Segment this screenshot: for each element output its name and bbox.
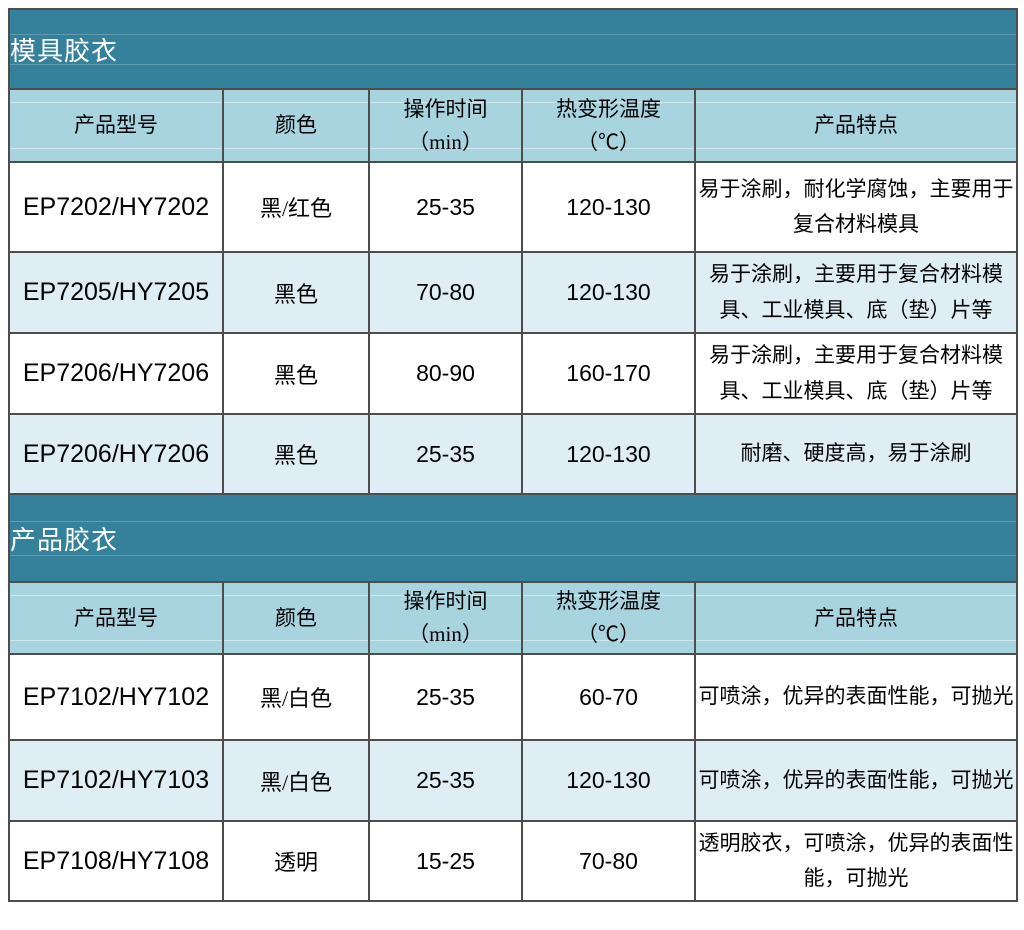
cell-heat-deflection-temp: 120-130: [521, 739, 696, 822]
cell-product-features: 可喷涂，优异的表面性能，可抛光: [694, 653, 1018, 741]
col-header-color: 颜色: [222, 581, 370, 655]
col-header-product-features: 产品特点: [694, 581, 1018, 655]
cell-product-model: EP7102/HY7103: [8, 739, 224, 822]
cell-product-model: EP7102/HY7102: [8, 653, 224, 741]
cell-color: 透明: [222, 820, 370, 902]
cell-color: 黑色: [222, 251, 370, 334]
cell-operating-time: 25-35: [368, 161, 523, 253]
table-row: EP7202/HY7202 黑/红色 25-35 120-130 易于涂刷，耐化…: [8, 161, 1018, 253]
col-header-heat-deflection-temp: 热变形温度 （℃）: [521, 88, 696, 163]
cell-heat-deflection-temp: 120-130: [521, 161, 696, 253]
col-header-product-features: 产品特点: [694, 88, 1018, 163]
section-title-mold-gelcoat: 模具胶衣: [8, 8, 1018, 90]
table-row: EP7102/HY7102 黑/白色 25-35 60-70 可喷涂，优异的表面…: [8, 653, 1018, 741]
col-header-color: 颜色: [222, 88, 370, 163]
col-header-operating-time: 操作时间 （min）: [368, 88, 523, 163]
cell-heat-deflection-temp: 60-70: [521, 653, 696, 741]
cell-heat-deflection-temp: 120-130: [521, 251, 696, 334]
table-header-row: 产品型号 颜色 操作时间 （min） 热变形温度 （℃） 产品特点: [8, 581, 1018, 655]
cell-product-model: EP7108/HY7108: [8, 820, 224, 902]
cell-color: 黑色: [222, 332, 370, 415]
cell-product-features: 可喷涂，优异的表面性能，可抛光: [694, 739, 1018, 822]
cell-color: 黑色: [222, 413, 370, 495]
cell-product-model: EP7206/HY7206: [8, 413, 224, 495]
cell-product-features: 易于涂刷，耐化学腐蚀，主要用于复合材料模具: [694, 161, 1018, 253]
cell-heat-deflection-temp: 70-80: [521, 820, 696, 902]
col-header-heat-deflection-temp: 热变形温度 （℃）: [521, 581, 696, 655]
cell-product-model: EP7202/HY7202: [8, 161, 224, 253]
gelcoat-spec-table: 模具胶衣 产品型号 颜色 操作时间 （min） 热变形温度 （℃） 产品特点 E…: [8, 8, 1018, 902]
col-header-product-model: 产品型号: [8, 581, 224, 655]
cell-product-features: 易于涂刷，主要用于复合材料模具、工业模具、底（垫）片等: [694, 332, 1018, 415]
table-row: EP7206/HY7206 黑色 25-35 120-130 耐磨、硬度高，易于…: [8, 413, 1018, 495]
cell-color: 黑/白色: [222, 653, 370, 741]
table-row: EP7108/HY7108 透明 15-25 70-80 透明胶衣，可喷涂，优异…: [8, 820, 1018, 902]
cell-heat-deflection-temp: 120-130: [521, 413, 696, 495]
cell-product-features: 易于涂刷，主要用于复合材料模具、工业模具、底（垫）片等: [694, 251, 1018, 334]
cell-product-features: 耐磨、硬度高，易于涂刷: [694, 413, 1018, 495]
cell-operating-time: 25-35: [368, 653, 523, 741]
table-row: EP7205/HY7205 黑色 70-80 120-130 易于涂刷，主要用于…: [8, 251, 1018, 334]
section-band-product-gelcoat: 产品胶衣: [8, 493, 1018, 583]
cell-operating-time: 80-90: [368, 332, 523, 415]
section-title-product-gelcoat: 产品胶衣: [8, 493, 1018, 583]
table-row: EP7102/HY7103 黑/白色 25-35 120-130 可喷涂，优异的…: [8, 739, 1018, 822]
cell-product-features: 透明胶衣，可喷涂，优异的表面性能，可抛光: [694, 820, 1018, 902]
col-header-operating-time: 操作时间 （min）: [368, 581, 523, 655]
cell-operating-time: 25-35: [368, 739, 523, 822]
cell-color: 黑/白色: [222, 739, 370, 822]
cell-operating-time: 15-25: [368, 820, 523, 902]
section-band-mold-gelcoat: 模具胶衣: [8, 8, 1018, 90]
cell-heat-deflection-temp: 160-170: [521, 332, 696, 415]
col-header-product-model: 产品型号: [8, 88, 224, 163]
cell-operating-time: 25-35: [368, 413, 523, 495]
cell-color: 黑/红色: [222, 161, 370, 253]
cell-operating-time: 70-80: [368, 251, 523, 334]
cell-product-model: EP7205/HY7205: [8, 251, 224, 334]
table-row: EP7206/HY7206 黑色 80-90 160-170 易于涂刷，主要用于…: [8, 332, 1018, 415]
table-header-row: 产品型号 颜色 操作时间 （min） 热变形温度 （℃） 产品特点: [8, 88, 1018, 163]
cell-product-model: EP7206/HY7206: [8, 332, 224, 415]
